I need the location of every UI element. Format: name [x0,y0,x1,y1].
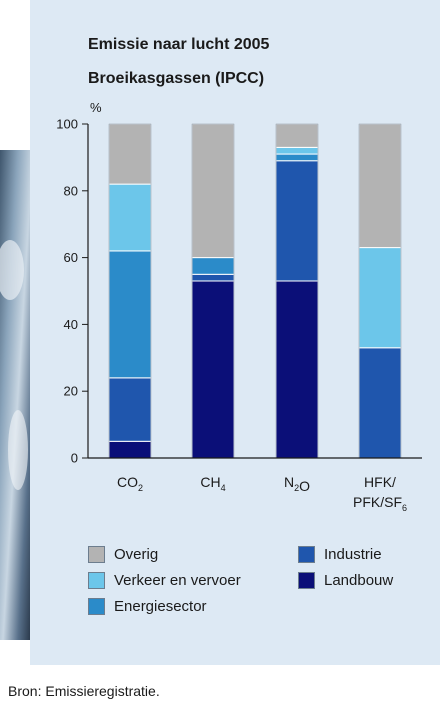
x-category-label: N2O [284,474,310,494]
x-category-label: HFK/ [364,474,396,490]
source-note: Bron: Emissieregistratie. [8,683,160,699]
y-tick-label: 0 [71,451,78,466]
legend-swatch [88,546,105,563]
chart-subtitle: Broeikasgassen (IPCC) [88,70,265,87]
y-tick-label: 20 [64,384,78,399]
legend-item: Energiesector [88,598,207,615]
y-tick-label: 60 [64,250,78,265]
bar-segment [275,123,319,148]
y-tick-label: 80 [64,183,78,198]
bar-segment [191,123,235,259]
bar-segment [275,146,319,155]
legend-label: Verkeer en vervoer [114,572,241,589]
legend-label: Industrie [324,546,382,563]
x-category-label: CH4 [200,474,225,493]
bar-segment [275,153,319,162]
legend-swatch [88,598,105,615]
chart-title: Emissie naar lucht 2005 [88,36,270,53]
bar-segment [275,280,319,459]
bar-segment [108,377,152,442]
y-axis-unit: % [90,100,102,115]
y-tick-label: 40 [64,317,78,332]
earth-image [0,150,30,640]
bar-segment [191,273,235,282]
x-category-label: CO2 [117,474,143,493]
legend-item: Verkeer en vervoer [88,572,241,589]
bar-segment [358,123,402,249]
legend-swatch [298,572,315,589]
x-category-label-line2: PFK/SF6 [353,494,407,513]
bar-segment [358,247,402,349]
legend-item: Overig [88,546,158,563]
bar-segment [191,257,235,275]
legend-label: Overig [114,546,159,563]
bar-segment [108,183,152,252]
bar-segment [108,123,152,185]
legend-swatch [298,546,315,563]
bar-segment [358,347,402,459]
legend-swatch [88,572,105,589]
legend-label: Energiesector [114,598,207,615]
bar-segment [108,440,152,459]
legend-item: Industrie [298,546,382,563]
bar-segment [275,160,319,282]
y-tick-label: 100 [56,117,78,132]
legend-item: Landbouw [298,572,393,589]
bar-segment [191,280,235,459]
bar-segment [108,250,152,379]
legend-label: Landbouw [324,572,394,589]
